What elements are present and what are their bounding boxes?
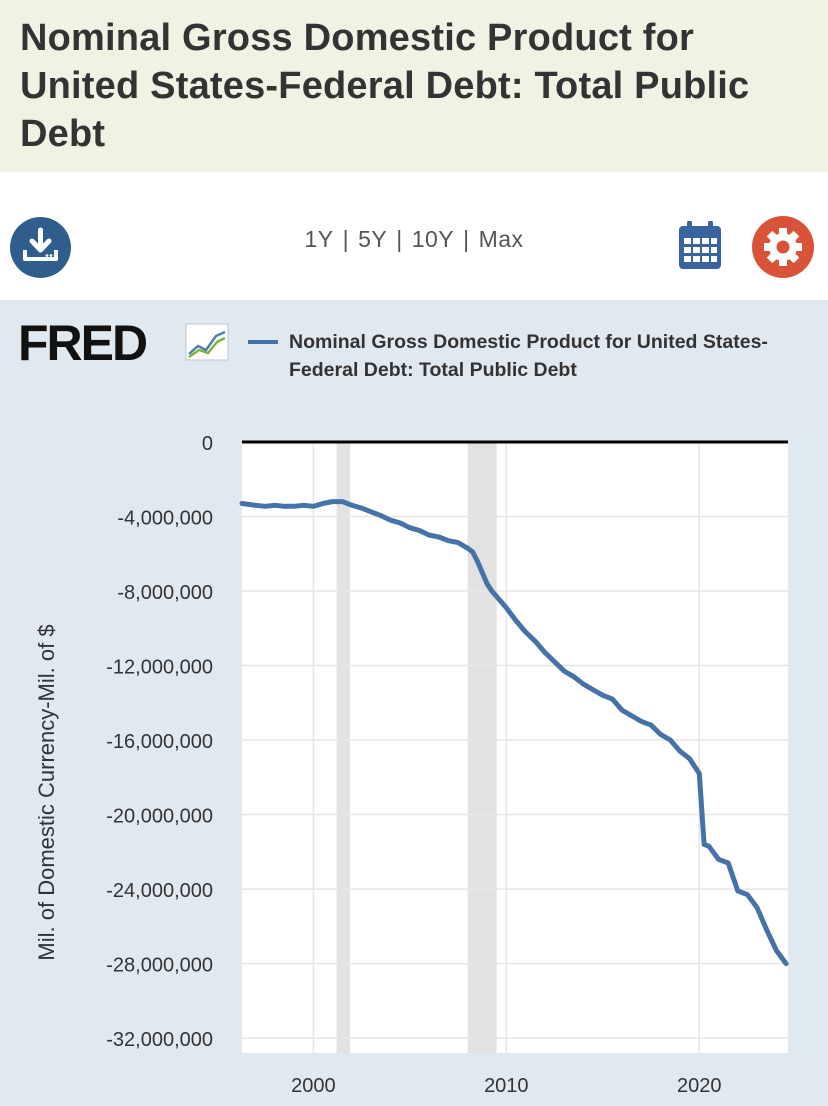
- series-line: [239, 499, 789, 967]
- y-tick-label: -24,000,000: [106, 880, 213, 902]
- x-tick-label: 2020: [677, 1075, 722, 1097]
- recession-band-1: [467, 442, 497, 1053]
- recession-band-0: [336, 442, 351, 1053]
- y-tick-label: -16,000,000: [106, 731, 213, 753]
- y-axis-label: Mil. of Domestic Currency-Mil. of $: [34, 624, 59, 960]
- range-max[interactable]: Max: [478, 226, 524, 252]
- plot-background: [242, 442, 788, 1053]
- page-title: Nominal Gross Domestic Product for Unite…: [20, 17, 750, 155]
- download-button[interactable]: [10, 217, 71, 278]
- fred-logo-graph-icon: [185, 323, 229, 361]
- x-axis-ticks: 2000 2010 2020: [291, 1075, 721, 1097]
- range-separator: |: [342, 226, 350, 252]
- y-tick-label: -12,000,000: [106, 657, 213, 679]
- y-axis-ticks: 0 -4,000,000 -8,000,000 -12,000,000 -16,000,…: [106, 433, 213, 1051]
- y-tick-label: -28,000,000: [106, 955, 213, 977]
- x-tick-label: 2000: [291, 1075, 336, 1097]
- range-1y[interactable]: 1Y: [304, 226, 334, 252]
- y-tick-label: -8,000,000: [117, 582, 213, 604]
- range-10y[interactable]: 10Y: [411, 226, 455, 252]
- range-separator: |: [396, 226, 403, 252]
- recession-shading: [336, 442, 497, 1053]
- calendar-button[interactable]: [678, 220, 722, 270]
- y-tick-label: -4,000,000: [117, 508, 213, 530]
- grid-lines: [242, 442, 788, 1053]
- y-tick-label: -32,000,000: [106, 1029, 213, 1051]
- settings-button[interactable]: [752, 216, 814, 278]
- range-separator: |: [463, 226, 470, 252]
- y-tick-label: -20,000,000: [106, 806, 213, 828]
- title-band: Nominal Gross Domestic Product for Unite…: [0, 0, 828, 172]
- legend-swatch: [248, 340, 278, 344]
- x-tick-label: 2010: [484, 1075, 529, 1097]
- date-range-selector: 1Y | 5Y | 10Y | Max: [0, 226, 828, 253]
- toolbar: 1Y | 5Y | 10Y | Max: [0, 172, 828, 300]
- legend-label: Nominal Gross Domestic Product for Unite…: [289, 331, 768, 381]
- download-icon: [23, 227, 58, 261]
- fred-logo: FRED: [18, 318, 229, 368]
- y-tick-label: 0: [202, 433, 213, 455]
- range-5y[interactable]: 5Y: [358, 226, 388, 252]
- gear-icon: [764, 228, 802, 266]
- fred-logo-text: FRED: [18, 318, 147, 368]
- calendar-icon: [679, 221, 721, 269]
